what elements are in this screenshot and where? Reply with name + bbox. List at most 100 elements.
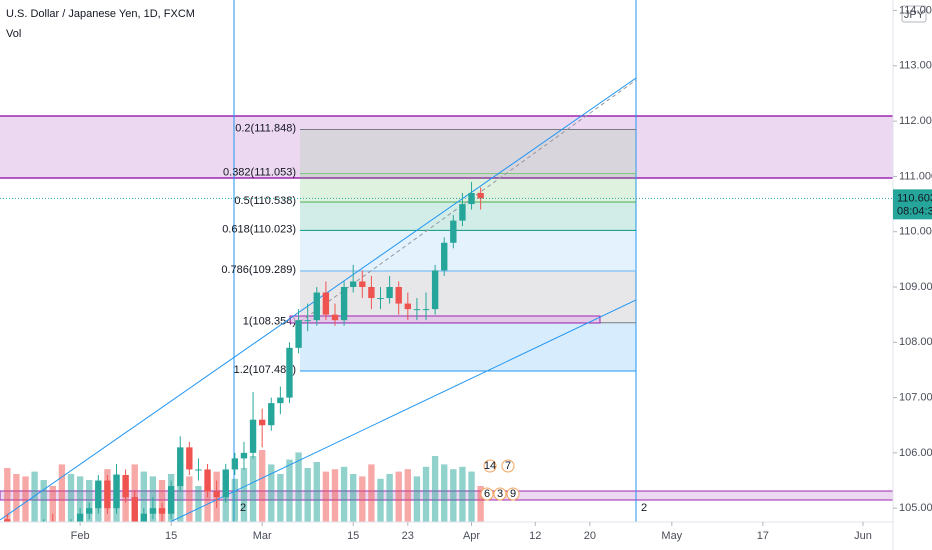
volume-bar bbox=[22, 476, 29, 522]
x-tick-label: Feb bbox=[71, 530, 90, 542]
y-tick-label: 113.000 bbox=[899, 60, 932, 72]
fib-band bbox=[300, 322, 636, 371]
volume-bar bbox=[268, 464, 275, 522]
event-icon[interactable] bbox=[493, 487, 507, 501]
x-tick-label: 15 bbox=[165, 530, 177, 542]
volume-bar bbox=[240, 468, 248, 522]
last-price-box bbox=[893, 189, 932, 220]
fib-label: 0.618(110.023) bbox=[222, 223, 296, 235]
candle-body bbox=[286, 347, 293, 398]
candle-body bbox=[377, 298, 384, 300]
event-label: 7 bbox=[505, 460, 511, 472]
volume-bar bbox=[177, 462, 184, 522]
candle-body bbox=[76, 513, 84, 522]
event-icon[interactable] bbox=[501, 459, 515, 473]
volume-bar bbox=[477, 486, 484, 522]
volume-bar bbox=[249, 456, 257, 522]
candle-body bbox=[304, 320, 311, 322]
volume-bar bbox=[58, 464, 66, 522]
candle-body bbox=[131, 497, 138, 522]
candle-body bbox=[122, 474, 129, 498]
candle-body bbox=[149, 508, 157, 514]
volume-bar bbox=[404, 469, 411, 522]
fib-band bbox=[300, 173, 636, 202]
candle-body bbox=[477, 192, 484, 199]
candle-body bbox=[313, 292, 320, 321]
event-icon[interactable] bbox=[480, 487, 494, 501]
candle-body bbox=[413, 309, 421, 311]
candle-body bbox=[295, 320, 302, 348]
volume-bar bbox=[49, 486, 56, 522]
candle-body bbox=[450, 220, 457, 243]
volume-bar bbox=[368, 464, 375, 522]
candle-body bbox=[86, 508, 93, 514]
volume-bar bbox=[304, 468, 311, 522]
candle-body bbox=[158, 508, 166, 514]
volume-bar bbox=[258, 450, 266, 522]
candle-body bbox=[331, 314, 339, 321]
last-price-label: 110.603 bbox=[897, 192, 932, 204]
candle-body bbox=[231, 458, 239, 470]
candle-body bbox=[268, 403, 275, 426]
volume-bar bbox=[76, 476, 84, 522]
event-label: 9 bbox=[510, 488, 516, 500]
chart-title: U.S. Dollar / Japanese Yen, 1D, FXCM bbox=[6, 8, 195, 20]
volume-bar bbox=[158, 480, 166, 522]
volume-bar bbox=[195, 486, 202, 522]
candle-body bbox=[431, 270, 439, 310]
trend-dashed bbox=[299, 79, 637, 323]
fib-band bbox=[300, 271, 636, 323]
y-tick-label: 110.000 bbox=[899, 226, 932, 238]
event-label: 14 bbox=[484, 460, 496, 472]
channel-line bbox=[169, 299, 637, 522]
volume-bar bbox=[395, 471, 402, 522]
fib-label: 0.2(111.848) bbox=[235, 122, 296, 134]
candle-body bbox=[195, 469, 202, 471]
volume-bar bbox=[286, 459, 293, 522]
volume-bar bbox=[313, 462, 320, 522]
volume-bar bbox=[377, 478, 384, 522]
volume-bar bbox=[31, 471, 38, 522]
indicator-label: Vol bbox=[6, 28, 21, 40]
candle-body bbox=[340, 286, 348, 321]
candle-body bbox=[249, 419, 257, 453]
resistance-zone bbox=[0, 116, 893, 178]
volume-bar bbox=[4, 468, 11, 522]
candle-body bbox=[368, 286, 375, 299]
volume-bar bbox=[277, 474, 284, 522]
volume-bar bbox=[468, 471, 475, 522]
fib-band bbox=[300, 129, 636, 174]
x-tick-label: Apr bbox=[463, 530, 480, 542]
fib-label: 1(108.354) bbox=[243, 316, 296, 328]
y-tick-label: 108.000 bbox=[899, 336, 932, 348]
candle-body bbox=[277, 397, 284, 404]
candle-body bbox=[322, 292, 330, 315]
range-box bbox=[289, 315, 601, 324]
x-tick-label: 12 bbox=[529, 530, 541, 542]
candle-body bbox=[4, 519, 11, 522]
candle-body bbox=[395, 286, 402, 304]
candle-body bbox=[350, 281, 357, 287]
vline-label: 2 bbox=[641, 502, 647, 514]
volume-bar bbox=[441, 464, 448, 522]
currency-badge[interactable] bbox=[901, 5, 927, 23]
volume-bar bbox=[350, 474, 357, 522]
candle-body bbox=[140, 513, 148, 522]
volume-bar bbox=[459, 466, 466, 522]
event-icon[interactable] bbox=[506, 487, 520, 501]
candle-body bbox=[258, 419, 266, 426]
fib-label: 1.2(107.481) bbox=[234, 364, 296, 376]
volume-bar bbox=[295, 452, 302, 522]
y-tick-label: 109.000 bbox=[899, 281, 932, 293]
candle-body bbox=[459, 204, 466, 221]
x-tick-label: 23 bbox=[402, 530, 414, 542]
volume-bar bbox=[450, 469, 457, 522]
trend-lines bbox=[0, 77, 637, 522]
event-icon[interactable] bbox=[483, 459, 497, 473]
candle-body bbox=[95, 480, 102, 509]
volume-bar bbox=[386, 474, 393, 522]
candle-body bbox=[359, 281, 366, 287]
y-tick-label: 114.000 bbox=[899, 4, 932, 16]
y-tick-label: 111.000 bbox=[899, 170, 932, 182]
